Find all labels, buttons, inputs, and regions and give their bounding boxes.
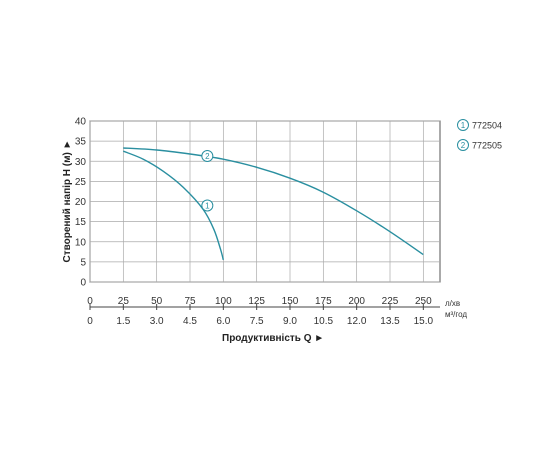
series-line-1 <box>123 150 224 261</box>
y-tick-label: 0 <box>80 278 86 289</box>
x-axis-title: Продуктивність Q ► <box>222 333 324 344</box>
y-tick-label: 20 <box>75 197 87 208</box>
series-markers: 12 <box>201 150 214 212</box>
legend-marker <box>457 119 469 131</box>
series-marker-label: 2 <box>205 152 210 161</box>
plot-frame-group <box>89 120 441 283</box>
x-tick-label: 200 <box>348 296 365 307</box>
y-tick-label: 25 <box>75 177 87 188</box>
x-tick-label: 0 <box>87 296 93 307</box>
x-secondary-tick-label: 4.5 <box>183 316 197 327</box>
x-tick-label: 25 <box>118 296 130 307</box>
y-tick-label: 35 <box>75 137 87 148</box>
x-secondary-tick-label: 3.0 <box>150 316 164 327</box>
series-marker-1 <box>201 199 214 212</box>
x-secondary-tick-label: 9.0 <box>283 316 297 327</box>
x-secondary-tick-label: 7.5 <box>250 316 264 327</box>
y-tick-label: 40 <box>75 117 87 128</box>
y-tick-label: 10 <box>75 237 87 248</box>
y-tick-label: 30 <box>75 157 87 168</box>
x-tick-label: 100 <box>215 296 232 307</box>
series-line-2 <box>123 147 424 256</box>
y-axis-title: Створений напір H (м) ► <box>62 139 73 262</box>
series-marker-2 <box>201 150 214 163</box>
legend-marker-label: 1 <box>461 121 466 130</box>
x-secondary-unit: м³/год <box>445 310 467 319</box>
x-tick-label: 75 <box>184 296 196 307</box>
legend: 1 772504 2 772505 <box>457 119 502 151</box>
x-secondary-tick-label: 15.0 <box>414 316 434 327</box>
y-tick-label: 5 <box>80 257 86 268</box>
x-secondary-tick-label: 13.5 <box>380 316 400 327</box>
x-secondary-tick-labels: 0 1.5 3.0 4.5 6.0 7.5 9.0 10.5 12.0 13.5 15.0 <box>87 304 434 327</box>
legend-marker-label: 2 <box>461 141 466 150</box>
grid <box>89 120 440 283</box>
y-tick-label: 15 <box>75 217 87 228</box>
x-tick-label: 125 <box>248 296 265 307</box>
x-secondary-tick-label: 6.0 <box>216 316 230 327</box>
x-secondary-tick-label: 0 <box>87 316 93 327</box>
x-tick-label: 250 <box>415 296 432 307</box>
series-lines <box>123 147 424 261</box>
series-marker-label: 1 <box>205 202 210 211</box>
legend-marker <box>457 139 469 151</box>
x-secondary-tick-label: 1.5 <box>116 316 130 327</box>
x-primary-unit: л/хв <box>445 299 460 308</box>
x-primary-tick-labels: 0 25 50 75 100 125 150 175 200 225 250 <box>87 296 432 307</box>
x-tick-label: 50 <box>151 296 163 307</box>
legend-label: 772505 <box>472 141 502 151</box>
x-tick-label: 150 <box>282 296 299 307</box>
legend-label: 772504 <box>472 121 502 131</box>
x-tick-label: 225 <box>382 296 399 307</box>
x-tick-label: 175 <box>315 296 332 307</box>
x-secondary-tick-label: 10.5 <box>314 316 334 327</box>
x-secondary-tick-label: 12.0 <box>347 316 367 327</box>
y-tick-labels: 0 5 10 15 20 25 30 35 40 <box>75 117 87 289</box>
